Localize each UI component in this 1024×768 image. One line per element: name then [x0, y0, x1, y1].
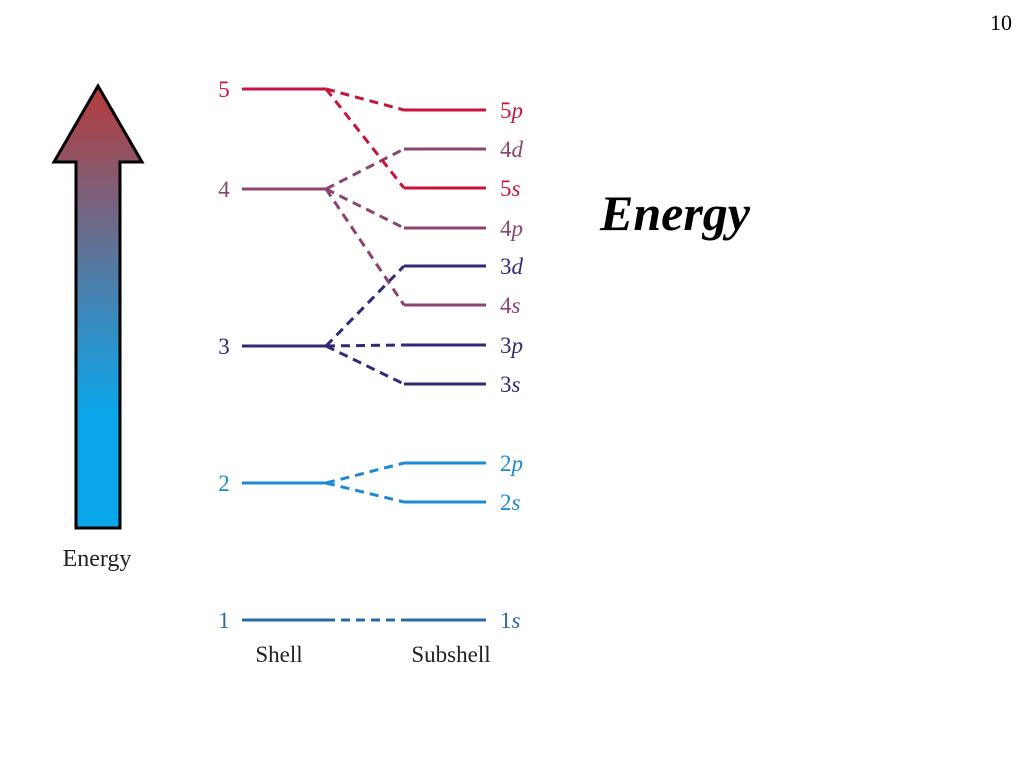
subshell-axis-label: Subshell — [411, 642, 490, 667]
connector-3s — [325, 344, 405, 386]
slide-title: Energy — [600, 185, 750, 241]
subshell-label-1s: 1s — [500, 608, 521, 633]
energy-arrow-label: Energy — [63, 546, 132, 572]
connector-3p — [325, 343, 405, 348]
shell-label-1: 1 — [218, 608, 230, 633]
subshell-label-4s: 4s — [500, 293, 521, 318]
subshell-label-3p: 3p — [500, 333, 523, 358]
subshell-label-3d: 3d — [500, 254, 524, 279]
connector-4d — [325, 147, 405, 191]
shell-label-5: 5 — [218, 77, 230, 102]
subshell-label-5p: 5p — [500, 98, 523, 123]
subshell-label-4d: 4d — [500, 137, 524, 162]
energy-arrow-shape — [51, 83, 145, 530]
level-lines — [242, 87, 486, 622]
subshell-label-4p: 4p — [500, 216, 523, 241]
shell-label-2: 2 — [218, 471, 230, 496]
energy-arrow: Energy — [51, 83, 145, 572]
subshell-label-2s: 2s — [500, 490, 521, 515]
level-labels: 5 4 3 2 1 5p 4d 5s 4p 3d 4s 3p 3s 2p 2s 1s — [218, 77, 523, 633]
shell-axis-label: Shell — [255, 642, 302, 667]
connector-2s — [325, 481, 405, 504]
connector-5p — [325, 87, 405, 112]
subshell-label-3s: 3s — [500, 372, 521, 397]
connector-4s — [324, 188, 406, 306]
shell-label-4: 4 — [218, 177, 230, 202]
slide-number: 10 — [990, 10, 1012, 35]
subshell-label-5s: 5s — [500, 176, 521, 201]
connector-5s — [324, 88, 406, 189]
connector-3d — [324, 264, 406, 348]
subshell-label-2p: 2p — [500, 451, 523, 476]
connector-2p — [325, 461, 405, 485]
shell-label-3: 3 — [218, 334, 230, 359]
